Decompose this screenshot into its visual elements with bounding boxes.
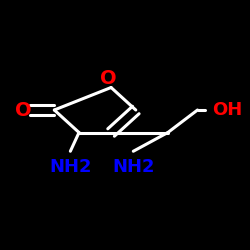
Text: NH2: NH2 — [112, 158, 154, 176]
Text: NH2: NH2 — [49, 158, 92, 176]
Text: O: O — [15, 100, 32, 119]
Text: OH: OH — [212, 101, 242, 119]
Text: O: O — [100, 69, 117, 88]
